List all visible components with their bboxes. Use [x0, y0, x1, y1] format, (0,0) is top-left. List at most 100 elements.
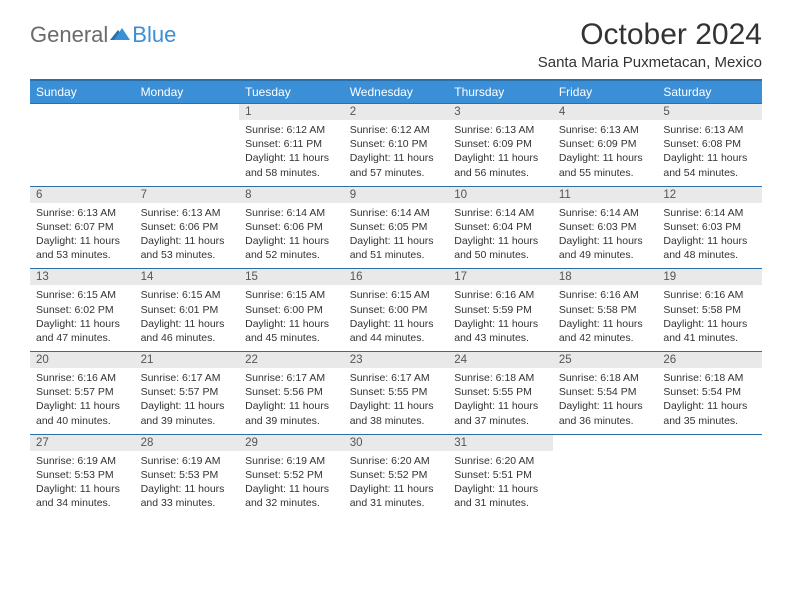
daylight-line: Daylight: 11 hours and 33 minutes.	[141, 483, 225, 509]
sunrise-line: Sunrise: 6:14 AM	[245, 207, 325, 219]
title-block: October 2024 Santa Maria Puxmetacan, Mex…	[538, 18, 762, 71]
sunrise-line: Sunrise: 6:20 AM	[350, 455, 430, 467]
day-number-cell	[135, 104, 240, 121]
day-number-cell: 12	[657, 186, 762, 203]
day-detail-row: Sunrise: 6:13 AM Sunset: 6:07 PM Daylight:…	[30, 203, 762, 269]
daylight-line: Daylight: 11 hours and 53 minutes.	[141, 235, 225, 261]
daylight-line: Daylight: 11 hours and 42 minutes.	[559, 318, 643, 344]
daylight-line: Daylight: 11 hours and 31 minutes.	[350, 483, 434, 509]
day-number-cell: 16	[344, 269, 449, 286]
day-detail-cell: Sunrise: 6:19 AMSunset: 5:53 PMDaylight:…	[135, 451, 240, 517]
day-detail-cell: Sunrise: 6:18 AMSunset: 5:54 PMDaylight:…	[657, 368, 762, 434]
sunrise-line: Sunrise: 6:15 AM	[350, 289, 430, 301]
day-number-cell: 17	[448, 269, 553, 286]
day-number-cell: 1	[239, 104, 344, 121]
sunrise-line: Sunrise: 6:13 AM	[663, 124, 743, 136]
weekday-header: Thursday	[448, 80, 553, 104]
daylight-line: Daylight: 11 hours and 40 minutes.	[36, 400, 120, 426]
day-number-cell: 2	[344, 104, 449, 121]
sunrise-line: Sunrise: 6:13 AM	[36, 207, 116, 219]
day-detail-cell	[135, 120, 240, 186]
sunset-line: Sunset: 5:57 PM	[36, 386, 114, 398]
weekday-header: Monday	[135, 80, 240, 104]
sunrise-line: Sunrise: 6:15 AM	[36, 289, 116, 301]
sunset-line: Sunset: 6:00 PM	[245, 304, 323, 316]
sunrise-line: Sunrise: 6:18 AM	[454, 372, 534, 384]
sunset-line: Sunset: 6:02 PM	[36, 304, 114, 316]
day-number-cell: 23	[344, 352, 449, 369]
daylight-line: Daylight: 11 hours and 31 minutes.	[454, 483, 538, 509]
day-number-cell: 25	[553, 352, 658, 369]
day-number-cell: 28	[135, 434, 240, 451]
day-detail-cell: Sunrise: 6:15 AMSunset: 6:01 PMDaylight:…	[135, 285, 240, 351]
daylight-line: Daylight: 11 hours and 36 minutes.	[559, 400, 643, 426]
sunrise-line: Sunrise: 6:18 AM	[559, 372, 639, 384]
day-number-cell: 18	[553, 269, 658, 286]
sunrise-line: Sunrise: 6:19 AM	[36, 455, 116, 467]
day-number-cell: 21	[135, 352, 240, 369]
daylight-line: Daylight: 11 hours and 44 minutes.	[350, 318, 434, 344]
day-number-cell: 14	[135, 269, 240, 286]
sunrise-line: Sunrise: 6:14 AM	[663, 207, 743, 219]
sunset-line: Sunset: 6:05 PM	[350, 221, 428, 233]
sunset-line: Sunset: 6:09 PM	[559, 138, 637, 150]
daylight-line: Daylight: 11 hours and 52 minutes.	[245, 235, 329, 261]
day-detail-cell	[30, 120, 135, 186]
day-detail-cell: Sunrise: 6:14 AMSunset: 6:05 PMDaylight:…	[344, 203, 449, 269]
day-detail-cell: Sunrise: 6:15 AM Sunset: 6:00 PM Daylight:…	[344, 285, 449, 351]
sunset-line: Sunset: 6:00 PM	[350, 304, 428, 316]
sunrise-line: Sunrise: 6:13 AM	[141, 207, 221, 219]
sunrise-line: Sunrise: 6:12 AM	[245, 124, 325, 136]
day-detail-cell: Sunrise: 6:20 AMSunset: 5:52 PMDaylight:…	[344, 451, 449, 517]
day-number-cell: 31	[448, 434, 553, 451]
sunset-line: Sunset: 6:10 PM	[350, 138, 428, 150]
day-detail-cell: Sunrise: 6:17 AMSunset: 5:55 PMDaylight:…	[344, 368, 449, 434]
location-label: Santa Maria Puxmetacan, Mexico	[538, 54, 762, 71]
sunrise-line: Sunrise: 6:13 AM	[454, 124, 534, 136]
day-number-cell: 30	[344, 434, 449, 451]
sunrise-line: Sunrise: 6:16 AM	[663, 289, 743, 301]
sunset-line: Sunset: 6:07 PM	[36, 221, 114, 233]
day-number-cell: 29	[239, 434, 344, 451]
day-detail-cell: Sunrise: 6:16 AMSunset: 5:58 PMDaylight:…	[657, 285, 762, 351]
sunset-line: Sunset: 5:55 PM	[350, 386, 428, 398]
sunset-line: Sunset: 6:11 PM	[245, 138, 322, 150]
daylight-line: Daylight: 11 hours and 39 minutes.	[141, 400, 225, 426]
logo-text-2: Blue	[132, 22, 176, 48]
day-number-row: 20212223242526	[30, 352, 762, 369]
sunrise-line: Sunrise: 6:16 AM	[559, 289, 639, 301]
day-detail-cell: Sunrise: 6:17 AMSunset: 5:57 PMDaylight:…	[135, 368, 240, 434]
sunset-line: Sunset: 5:58 PM	[663, 304, 741, 316]
sunset-line: Sunset: 5:53 PM	[36, 469, 114, 481]
day-number-cell	[553, 434, 658, 451]
sunrise-line: Sunrise: 6:16 AM	[36, 372, 116, 384]
sunrise-line: Sunrise: 6:19 AM	[141, 455, 221, 467]
daylight-line: Daylight: 11 hours and 50 minutes.	[454, 235, 538, 261]
day-number-cell: 4	[553, 104, 658, 121]
day-detail-cell: Sunrise: 6:20 AMSunset: 5:51 PMDaylight:…	[448, 451, 553, 517]
calendar-body: 12345 Sunrise: 6:12 AM Sunset: 6:11 PM Dayl…	[30, 104, 762, 517]
day-number-cell: 15	[239, 269, 344, 286]
sunrise-line: Sunrise: 6:17 AM	[141, 372, 221, 384]
daylight-line: Daylight: 11 hours and 45 minutes.	[245, 318, 329, 344]
daylight-line: Daylight: 11 hours and 55 minutes.	[559, 152, 643, 178]
sunrise-line: Sunrise: 6:13 AM	[559, 124, 639, 136]
day-detail-cell: Sunrise: 6:15 AMSunset: 6:02 PMDaylight:…	[30, 285, 135, 351]
day-detail-cell: Sunrise: 6:13 AMSunset: 6:07 PMDaylight:…	[30, 203, 135, 269]
day-number-cell: 24	[448, 352, 553, 369]
day-detail-cell: Sunrise: 6:18 AMSunset: 5:55 PMDaylight:…	[448, 368, 553, 434]
page-header: General Blue October 2024 Santa Maria Pu…	[30, 18, 762, 71]
sunset-line: Sunset: 6:06 PM	[141, 221, 219, 233]
day-detail-row: Sunrise: 6:15 AM Sunset: 6:02 PM Daylight:…	[30, 285, 762, 351]
day-number-cell: 13	[30, 269, 135, 286]
day-number-cell: 6	[30, 186, 135, 203]
day-detail-row: Sunrise: 6:12 AM Sunset: 6:11 PM Daylight:…	[30, 120, 762, 186]
day-number-row: 12345	[30, 104, 762, 121]
day-detail-cell: Sunrise: 6:15 AMSunset: 6:00 PMDaylight:…	[239, 285, 344, 351]
day-detail-cell: Sunrise: 6:13 AM Sunset: 6:09 PM Daylight:…	[553, 120, 658, 186]
sunset-line: Sunset: 5:58 PM	[559, 304, 637, 316]
sunset-line: Sunset: 6:09 PM	[454, 138, 532, 150]
day-detail-cell: Sunrise: 6:19 AMSunset: 5:52 PMDaylight:…	[239, 451, 344, 517]
day-detail-cell: Sunrise: 6:13 AM Sunset: 6:06 PM Daylight:…	[135, 203, 240, 269]
logo: General Blue	[30, 18, 176, 48]
